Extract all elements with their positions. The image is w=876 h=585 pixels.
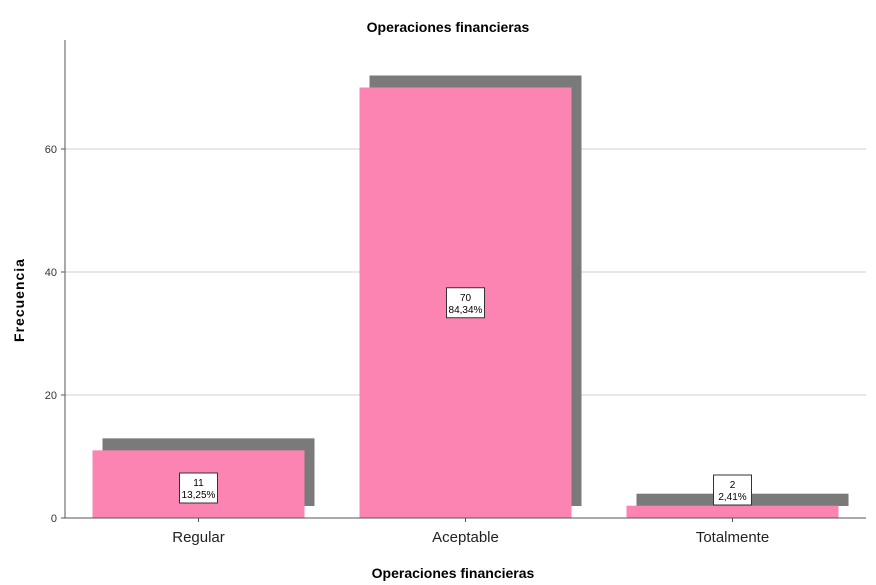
y-axis-title: Frecuencia	[11, 258, 27, 342]
data-label-count: 2	[730, 480, 736, 491]
y-tick-label: 0	[51, 513, 57, 525]
y-axis-ticks: 0 20 40 60	[45, 144, 65, 525]
data-label-percent: 2,41%	[718, 492, 746, 503]
x-tick-label: Aceptable	[432, 529, 499, 546]
data-label-box	[713, 474, 752, 506]
data-label-box	[179, 472, 218, 504]
x-tick-label: Regular	[172, 529, 225, 546]
data-label-percent: 13,25%	[182, 490, 216, 501]
data-label-percent: 84,34%	[449, 305, 483, 316]
x-axis-ticks: Regular Aceptable Totalmente	[172, 518, 769, 546]
y-tick-label: 60	[45, 144, 57, 156]
x-axis-title: Operaciones financieras	[372, 565, 535, 581]
y-tick-label: 40	[45, 267, 57, 279]
data-label-count: 11	[193, 478, 204, 489]
bar	[626, 505, 839, 518]
data-label-count: 70	[460, 293, 472, 304]
chart-title: Operaciones financieras	[367, 19, 530, 35]
data-label-box	[446, 287, 485, 319]
y-tick-label: 20	[45, 390, 57, 402]
x-tick-label: Totalmente	[696, 529, 769, 546]
